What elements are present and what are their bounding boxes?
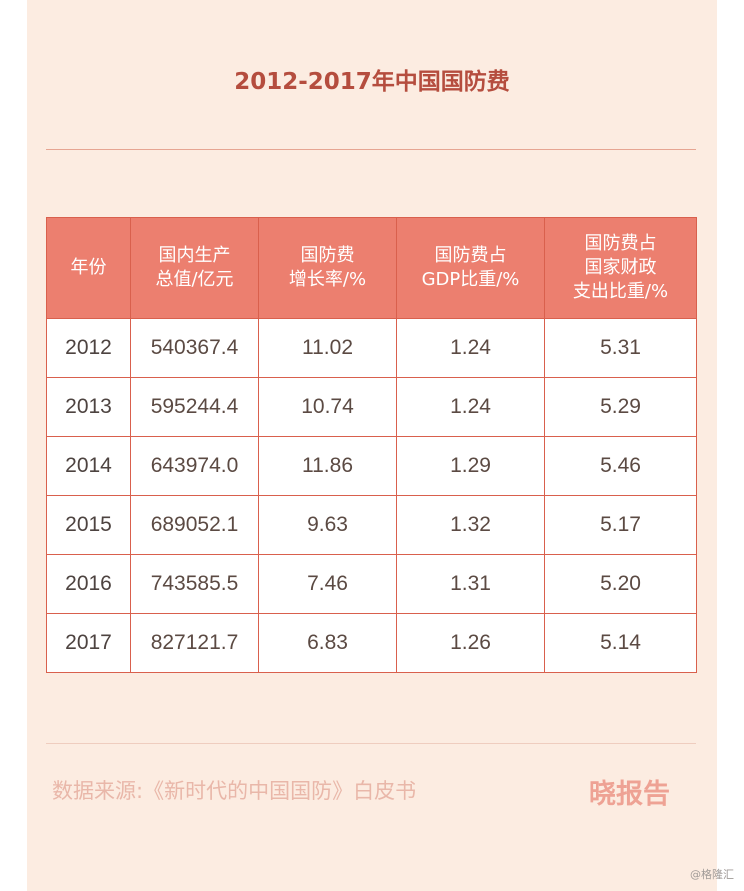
table-row: 2013 595244.4 10.74 1.24 5.29 [46,377,697,437]
cell-growth: 11.02 [258,318,397,378]
table-row: 2015 689052.1 9.63 1.32 5.17 [46,495,697,555]
table-row: 2012 540367.4 11.02 1.24 5.31 [46,318,697,378]
cell-gdp-share: 1.24 [396,318,545,378]
watermark: @格隆汇 [690,868,734,881]
cell-growth: 6.83 [258,613,397,673]
cell-gdp-share: 1.31 [396,554,545,614]
cell-fiscal-share: 5.31 [544,318,697,378]
data-source-note: 数据来源:《新时代的中国国防》白皮书 [52,779,417,803]
table-row: 2016 743585.5 7.46 1.31 5.20 [46,554,697,614]
table-header-row: 年份 国内生产 总值/亿元 国防费 增长率/% 国防费占 GDP比重/% 国防费占 国家… [46,217,697,319]
table-row: 2017 827121.7 6.83 1.26 5.14 [46,613,697,673]
cell-year: 2017 [46,613,131,673]
table-body: 2012 540367.4 11.02 1.24 5.31 2013 595244.4 10.… [46,318,697,673]
report-card: 2012-2017年中国国防费 年份 国内生产 总值/亿元 国防费 增长率/% 国防… [27,0,717,891]
brand-logo: 晓报告 [589,779,670,810]
defense-spending-table: 年份 国内生产 总值/亿元 国防费 增长率/% 国防费占 GDP比重/% 国防费占 国家… [46,217,697,673]
cell-fiscal-share: 5.29 [544,377,697,437]
table-row: 2014 643974.0 11.86 1.29 5.46 [46,436,697,496]
cell-gdp-share: 1.29 [396,436,545,496]
footer-divider [46,743,696,744]
header-fiscal-share: 国防费占 国家财政 支出比重/% [544,217,697,319]
cell-year: 2014 [46,436,131,496]
cell-year: 2013 [46,377,131,437]
cell-growth: 11.86 [258,436,397,496]
cell-fiscal-share: 5.46 [544,436,697,496]
cell-fiscal-share: 5.17 [544,495,697,555]
cell-fiscal-share: 5.20 [544,554,697,614]
cell-growth: 7.46 [258,554,397,614]
cell-gdp-share: 1.24 [396,377,545,437]
cell-year: 2012 [46,318,131,378]
header-gdp: 国内生产 总值/亿元 [130,217,259,319]
cell-gdp: 595244.4 [130,377,259,437]
header-gdp-share: 国防费占 GDP比重/% [396,217,545,319]
cell-growth: 9.63 [258,495,397,555]
header-year: 年份 [46,217,131,319]
title-divider [46,149,696,150]
cell-year: 2015 [46,495,131,555]
cell-gdp: 643974.0 [130,436,259,496]
cell-growth: 10.74 [258,377,397,437]
header-growth: 国防费 增长率/% [258,217,397,319]
cell-gdp: 689052.1 [130,495,259,555]
cell-year: 2016 [46,554,131,614]
cell-gdp-share: 1.26 [396,613,545,673]
cell-gdp: 827121.7 [130,613,259,673]
cell-gdp: 743585.5 [130,554,259,614]
cell-gdp-share: 1.32 [396,495,545,555]
table-title: 2012-2017年中国国防费 [234,69,510,95]
cell-gdp: 540367.4 [130,318,259,378]
cell-fiscal-share: 5.14 [544,613,697,673]
